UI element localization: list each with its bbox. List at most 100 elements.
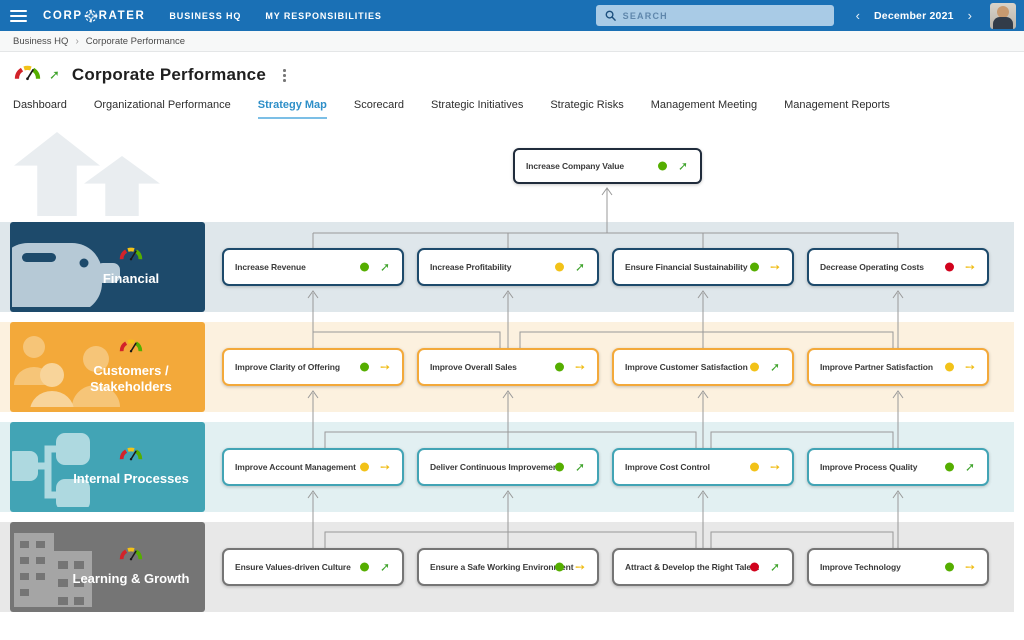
objective-node-improve-customer-satisfaction[interactable]: Improve Customer Satisfaction ➚ bbox=[612, 348, 794, 386]
trend-up-icon: ➚ bbox=[379, 260, 390, 274]
nav-business-hq[interactable]: BUSINESS HQ bbox=[169, 10, 242, 21]
gauge-icon bbox=[14, 65, 41, 86]
objective-label: Ensure Financial Sustainability bbox=[625, 262, 748, 272]
objective-node-ensure-a-safe-working-environment[interactable]: Ensure a Safe Working Environment ➙ bbox=[417, 548, 599, 586]
objective-label: Improve Cost Control bbox=[625, 462, 710, 472]
objective-node-attract-develop-the-right-talent[interactable]: Attract & Develop the Right Talent ➚ bbox=[612, 548, 794, 586]
breadcrumb-separator: › bbox=[75, 35, 79, 47]
trend-right-icon: ➙ bbox=[964, 560, 975, 574]
objective-label: Ensure Values-driven Culture bbox=[235, 562, 351, 572]
status-dot-red bbox=[750, 562, 759, 572]
trend-right-icon: ➙ bbox=[964, 360, 975, 374]
trend-up-icon: ➚ bbox=[49, 67, 60, 83]
objective-node-improve-technology[interactable]: Improve Technology ➙ bbox=[807, 548, 989, 586]
tab-management-reports[interactable]: Management Reports bbox=[784, 98, 890, 111]
trend-up-icon: ➚ bbox=[677, 159, 688, 173]
tab-strategic-initiatives[interactable]: Strategic Initiatives bbox=[431, 98, 524, 111]
page-title: Corporate Performance bbox=[71, 65, 266, 85]
objective-label: Improve Technology bbox=[820, 562, 901, 572]
building-icon bbox=[12, 531, 124, 612]
status-dot-green bbox=[750, 262, 759, 272]
perspective-label: Learning & Growth bbox=[72, 571, 190, 587]
objective-node-increase-profitability[interactable]: Increase Profitability ➚ bbox=[417, 248, 599, 286]
trend-right-icon: ➙ bbox=[379, 460, 390, 474]
breadcrumb-corporate-performance[interactable]: Corporate Performance bbox=[85, 35, 186, 47]
objective-node-ensure-values-driven-culture[interactable]: Ensure Values-driven Culture ➚ bbox=[222, 548, 404, 586]
search-icon bbox=[605, 10, 616, 21]
period-label[interactable]: December 2021 bbox=[874, 9, 954, 22]
breadcrumb: Business HQ › Corporate Performance bbox=[0, 31, 1024, 52]
objective-label: Improve Clarity of Offering bbox=[235, 362, 340, 372]
piggy-bank-icon bbox=[10, 229, 140, 312]
breadcrumb-business-hq[interactable]: Business HQ bbox=[13, 35, 69, 47]
perspective-header-internal-processes[interactable]: Internal Processes bbox=[10, 422, 205, 512]
objective-label: Increase Company Value bbox=[526, 161, 624, 171]
status-dot-green bbox=[555, 562, 564, 572]
trend-right-icon: ➙ bbox=[964, 260, 975, 274]
tab-scorecard[interactable]: Scorecard bbox=[353, 98, 405, 111]
trend-right-icon: ➙ bbox=[574, 360, 585, 374]
search-input[interactable]: SEARCH bbox=[595, 5, 834, 26]
kebab-menu-icon[interactable] bbox=[281, 67, 288, 84]
perspective-header-learning-growth[interactable]: Learning & Growth bbox=[10, 522, 205, 612]
chevron-right-icon[interactable]: › bbox=[967, 8, 972, 23]
status-dot-green bbox=[360, 262, 369, 272]
status-dot-green bbox=[945, 462, 954, 472]
objective-label: Improve Customer Satisfaction bbox=[625, 362, 748, 372]
trend-right-icon: ➙ bbox=[574, 560, 585, 574]
gauge-icon bbox=[119, 447, 143, 466]
objective-label: Attract & Develop the Right Talent bbox=[625, 562, 759, 572]
brand-text-left: CORP bbox=[43, 9, 83, 22]
status-dot-red bbox=[945, 262, 954, 272]
tab-management-meeting[interactable]: Management Meeting bbox=[650, 98, 758, 111]
trend-right-icon: ➙ bbox=[769, 260, 780, 274]
user-avatar[interactable] bbox=[990, 2, 1016, 29]
perspective-label: Financial bbox=[102, 271, 160, 287]
watermark-arrow-icon bbox=[14, 132, 100, 216]
objective-node-improve-cost-control[interactable]: Improve Cost Control ➙ bbox=[612, 448, 794, 486]
brand-text-right: RATER bbox=[98, 9, 146, 22]
gauge-icon bbox=[119, 247, 143, 266]
compass-logo-icon bbox=[83, 8, 98, 23]
tab-bar: Dashboard Organizational Performance Strat… bbox=[13, 99, 1024, 119]
tab-strategy-map[interactable]: Strategy Map bbox=[257, 99, 327, 119]
objective-node-improve-clarity-of-offering[interactable]: Improve Clarity of Offering ➙ bbox=[222, 348, 404, 386]
corporater-logo[interactable]: CORP RATER bbox=[43, 8, 146, 23]
objective-node-improve-partner-satisfaction[interactable]: Improve Partner Satisfaction ➙ bbox=[807, 348, 989, 386]
status-dot-green bbox=[658, 161, 667, 171]
status-dot-green bbox=[360, 562, 369, 572]
tab-organizational-performance[interactable]: Organizational Performance bbox=[93, 98, 231, 111]
status-dot-green bbox=[555, 462, 564, 472]
status-dot-green bbox=[555, 362, 564, 372]
objective-node-deliver-continuous-improvement[interactable]: Deliver Continuous Improvement ➚ bbox=[417, 448, 599, 486]
objective-label: Ensure a Safe Working Environment bbox=[430, 562, 574, 572]
objective-node-improve-process-quality[interactable]: Improve Process Quality ➚ bbox=[807, 448, 989, 486]
objective-node-improve-overall-sales[interactable]: Improve Overall Sales ➙ bbox=[417, 348, 599, 386]
objective-label: Increase Revenue bbox=[235, 262, 306, 272]
period-selector: ‹ December 2021 › bbox=[856, 9, 972, 22]
perspective-label: Internal Processes bbox=[73, 471, 189, 487]
perspective-header-customers-stakeholders[interactable]: Customers / Stakeholders bbox=[10, 322, 205, 412]
trend-up-icon: ➚ bbox=[769, 560, 780, 574]
objective-node-increase-revenue[interactable]: Increase Revenue ➚ bbox=[222, 248, 404, 286]
strategy-map: Financial Increase Revenue ➚ Increase Profi… bbox=[0, 130, 1024, 640]
tab-dashboard[interactable]: Dashboard bbox=[13, 98, 67, 111]
page-header: ➚ Corporate Performance Dashboard Organiz… bbox=[0, 52, 1024, 119]
objective-label: Improve Overall Sales bbox=[430, 362, 517, 372]
search-placeholder: SEARCH bbox=[622, 10, 668, 21]
trend-up-icon: ➚ bbox=[769, 360, 780, 374]
gauge-icon bbox=[119, 547, 143, 566]
objective-node-ensure-financial-sustainability[interactable]: Ensure Financial Sustainability ➙ bbox=[612, 248, 794, 286]
trend-right-icon: ➙ bbox=[769, 460, 780, 474]
objective-node-decrease-operating-costs[interactable]: Decrease Operating Costs ➙ bbox=[807, 248, 989, 286]
status-dot-yellow bbox=[945, 362, 954, 372]
objective-node-improve-account-management[interactable]: Improve Account Management ➙ bbox=[222, 448, 404, 486]
perspective-label: Customers / Stakeholders bbox=[90, 363, 172, 394]
chevron-left-icon[interactable]: ‹ bbox=[855, 8, 860, 23]
hamburger-icon[interactable] bbox=[10, 9, 27, 22]
perspective-header-financial[interactable]: Financial bbox=[10, 222, 205, 312]
nav-my-responsibilities[interactable]: MY RESPONSIBILITIES bbox=[265, 10, 382, 21]
objective-node-increase-company-value[interactable]: Increase Company Value ➚ bbox=[513, 148, 702, 184]
tab-strategic-risks[interactable]: Strategic Risks bbox=[550, 98, 624, 111]
objective-label: Improve Process Quality bbox=[820, 462, 918, 472]
